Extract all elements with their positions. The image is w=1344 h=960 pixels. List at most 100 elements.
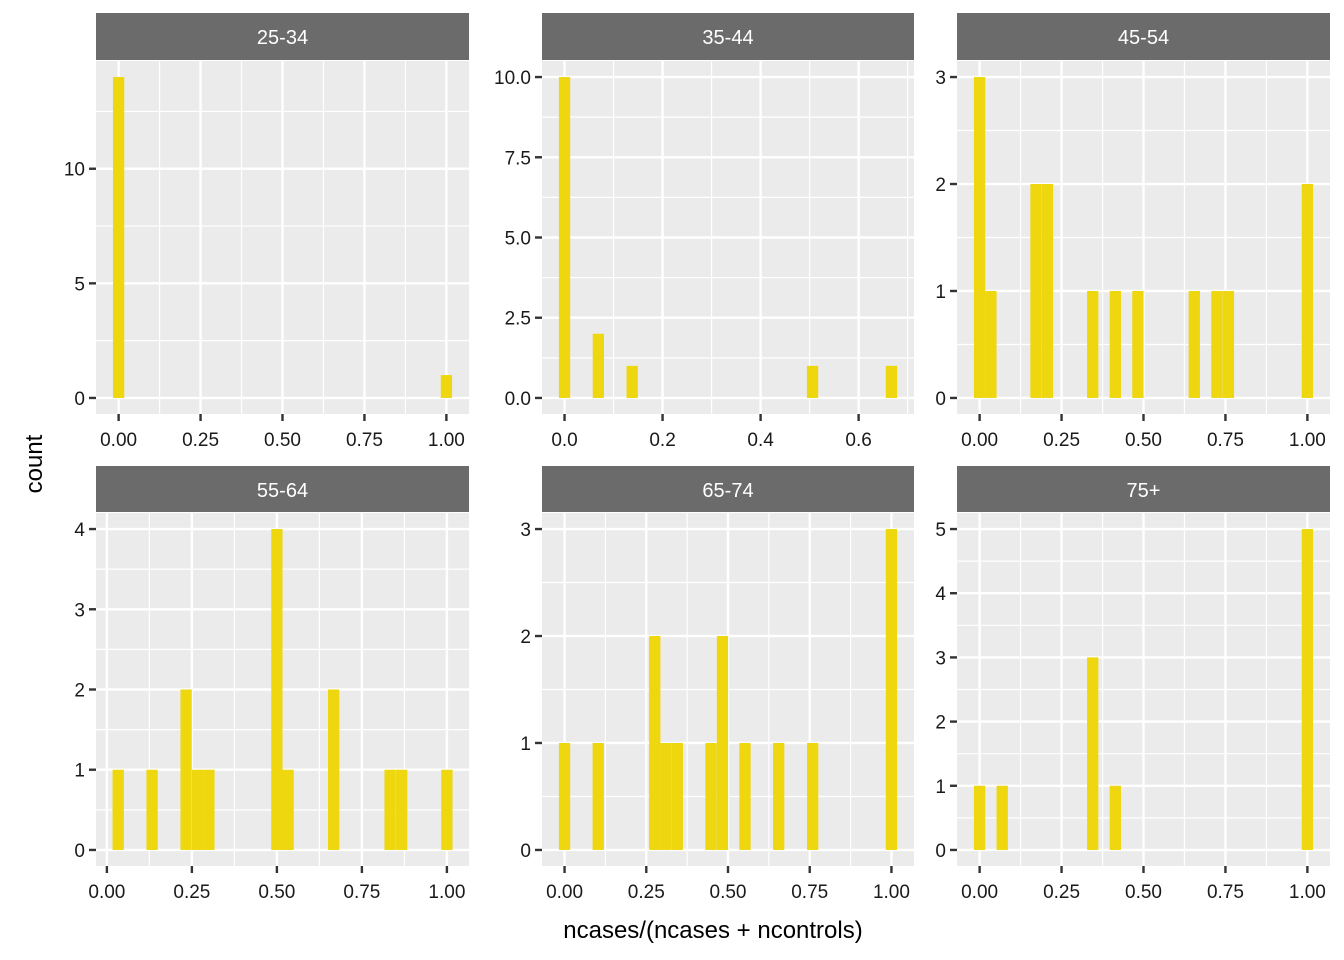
histogram-bar <box>1087 657 1099 850</box>
facet-panel: 55-64 0.00 0.25 0.50 0.75 1.00 0 1 2 3 4 <box>74 466 469 903</box>
y-tick-label: 10.0 <box>494 68 531 89</box>
histogram-bar <box>773 742 785 850</box>
x-tick-label: 1.00 <box>1289 430 1326 451</box>
x-tick-label: 0.75 <box>343 882 380 903</box>
y-tick-label: 5 <box>74 274 85 295</box>
histogram-bar <box>146 769 158 850</box>
facet-panel: 25-34 0.00 0.25 0.50 0.75 1.00 0 5 10 <box>64 13 469 451</box>
histogram-bar <box>1301 184 1314 398</box>
y-tick-label: 1 <box>74 761 85 782</box>
facet-panel: 75+ 0.00 0.25 0.50 0.75 1.00 0 1 2 3 4 5 <box>935 466 1330 903</box>
x-tick-label: 1.00 <box>873 882 910 903</box>
histogram-bar <box>806 365 819 398</box>
x-tick-label: 0.0 <box>551 430 577 451</box>
x-tick-label: 0.50 <box>264 430 301 451</box>
histogram-bar <box>1109 290 1121 398</box>
facet-strip <box>957 466 1330 512</box>
x-tick-label: 0.25 <box>1043 882 1080 903</box>
facet-strip <box>96 13 469 60</box>
histogram-bar <box>660 742 672 850</box>
x-tick-label: 0.75 <box>1207 430 1244 451</box>
x-tick-label: 0.00 <box>961 882 998 903</box>
y-tick-label: 0 <box>74 841 85 862</box>
histogram-bar <box>1132 290 1144 398</box>
histogram-bar <box>885 529 898 850</box>
y-tick-label: 2 <box>935 713 946 734</box>
histogram-bar <box>649 636 661 850</box>
x-tick-label: 1.00 <box>1289 882 1326 903</box>
histogram-bar <box>705 742 717 850</box>
histogram-bar <box>592 333 604 398</box>
facet-panel: 45-54 0.00 0.25 0.50 0.75 1.00 0 1 2 3 <box>935 13 1330 451</box>
histogram-bar <box>271 529 283 850</box>
histogram-bar <box>739 742 751 850</box>
y-tick-label: 4 <box>935 584 946 605</box>
histogram-bar <box>112 769 124 850</box>
histogram-bar <box>558 77 571 398</box>
histogram-bar <box>558 742 571 850</box>
x-tick-label: 0.75 <box>346 430 383 451</box>
facet-strip-label: 45-54 <box>1118 27 1169 49</box>
histogram-bar <box>180 689 192 850</box>
histogram-bar <box>1222 290 1235 398</box>
x-tick-label: 0.75 <box>1207 882 1244 903</box>
y-tick-label: 5.0 <box>505 229 531 250</box>
y-axis-title: count <box>21 434 48 493</box>
histogram-bar <box>885 365 898 398</box>
y-tick-label: 3 <box>935 68 946 89</box>
histogram-bar <box>384 769 396 850</box>
y-tick-label: 1 <box>935 777 946 798</box>
x-tick-label: 0.4 <box>747 430 774 451</box>
x-tick-label: 0.75 <box>791 882 828 903</box>
facet-strip-label: 55-64 <box>257 480 308 502</box>
facet-strip <box>542 13 914 60</box>
x-tick-label: 0.25 <box>628 882 665 903</box>
histogram-bar <box>973 77 986 398</box>
histogram-bar <box>192 769 204 850</box>
facet-strip-label: 25-34 <box>257 27 308 49</box>
histogram-bar <box>112 77 125 398</box>
histogram-bar <box>716 636 729 850</box>
histogram-bar <box>996 785 1008 850</box>
y-tick-label: 0 <box>935 841 946 862</box>
histogram-bar <box>807 742 819 850</box>
x-tick-label: 0.50 <box>710 882 747 903</box>
histogram-bar <box>396 769 408 850</box>
x-tick-label: 0.50 <box>1125 430 1162 451</box>
facet-strip-label: 65-74 <box>702 480 753 502</box>
x-tick-label: 1.00 <box>428 882 465 903</box>
histogram-bar <box>282 769 294 850</box>
y-tick-label: 2 <box>935 175 946 196</box>
x-tick-label: 0.00 <box>88 882 125 903</box>
histogram-bar <box>1087 290 1099 398</box>
histogram-bar <box>592 742 604 850</box>
y-tick-label: 2.5 <box>505 309 531 330</box>
x-tick-label: 0.50 <box>258 882 295 903</box>
histogram-bar <box>1188 290 1200 398</box>
histogram-bar <box>626 365 638 398</box>
histogram-bar <box>203 769 215 850</box>
x-tick-label: 1.00 <box>428 430 465 451</box>
histogram-bar <box>1301 529 1314 850</box>
histogram-bar <box>985 290 997 398</box>
y-tick-label: 3 <box>74 600 85 621</box>
x-tick-label: 0.25 <box>173 882 210 903</box>
y-tick-label: 3 <box>935 648 946 669</box>
y-tick-label: 10 <box>64 160 85 181</box>
histogram-bar <box>1211 290 1223 398</box>
facet-strip <box>957 13 1330 60</box>
histogram-bar <box>671 742 683 850</box>
y-tick-label: 3 <box>520 520 531 541</box>
x-tick-label: 0.00 <box>100 430 137 451</box>
facet-strip <box>542 466 914 512</box>
facet-panel: 65-74 0.00 0.25 0.50 0.75 1.00 0 1 2 3 <box>520 466 914 903</box>
y-tick-label: 2 <box>520 627 531 648</box>
histogram-bar <box>1109 785 1121 850</box>
y-tick-label: 1 <box>935 282 946 303</box>
y-tick-label: 0.0 <box>505 389 531 410</box>
y-tick-label: 1 <box>520 734 531 755</box>
histogram-bar <box>1030 184 1042 398</box>
x-tick-label: 0.25 <box>182 430 219 451</box>
